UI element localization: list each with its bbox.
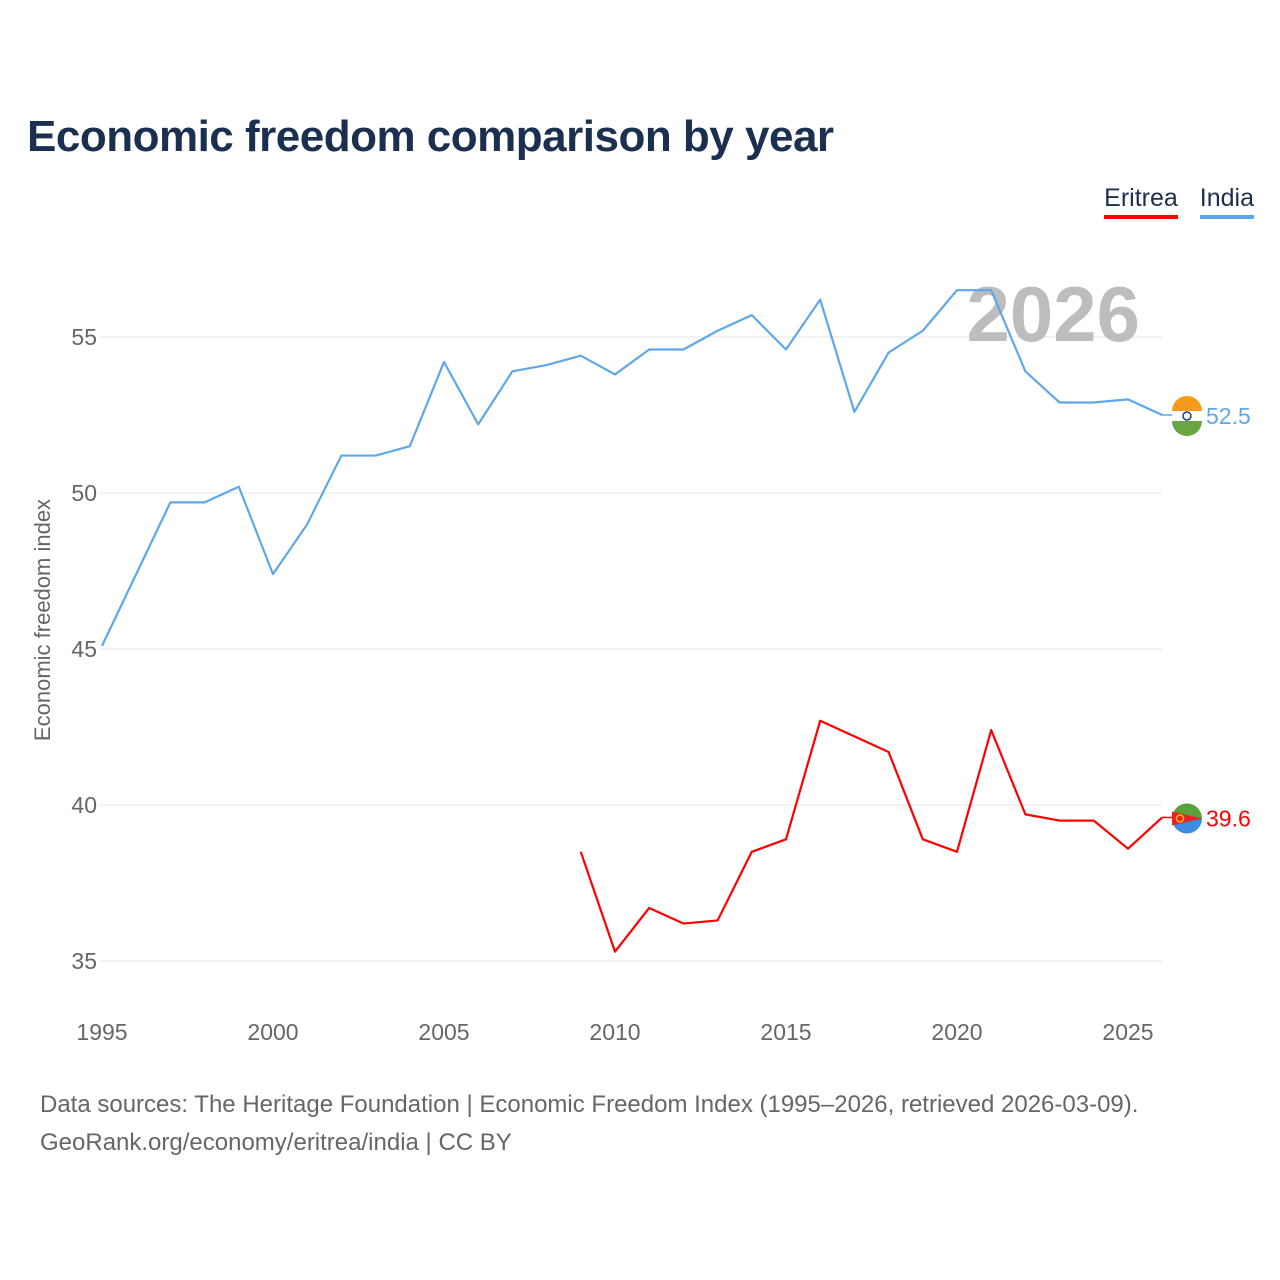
- source-text: Data sources: The Heritage Foundation | …: [40, 1091, 1139, 1118]
- series-line-eritrea: [579, 719, 1163, 953]
- y-tick-label: 50: [71, 480, 97, 506]
- chart-title: Economic freedom comparison by year: [27, 112, 834, 161]
- x-tick-label: 2005: [418, 1019, 469, 1045]
- footer: Data sources: The Heritage Foundation | …: [40, 1086, 1138, 1162]
- attribution-link[interactable]: GeoRank.org/economy/eritrea/india | CC B…: [40, 1129, 512, 1156]
- watermark-year: 2026: [966, 270, 1140, 358]
- flag-band: [1172, 396, 1202, 411]
- y-tick-label: 40: [71, 792, 97, 818]
- flag-chakra: [1182, 411, 1192, 421]
- y-tick-label: 45: [71, 636, 97, 662]
- y-tick-label: 35: [71, 948, 97, 974]
- end-value-label: 52.5: [1206, 403, 1251, 429]
- x-tick-label: 2020: [931, 1019, 982, 1045]
- y-axis-label: Economic freedom index: [30, 499, 55, 741]
- legend: Eritrea India: [1104, 184, 1254, 219]
- legend-eritrea[interactable]: Eritrea: [1104, 184, 1178, 219]
- x-tick-label: 2000: [247, 1019, 298, 1045]
- x-tick-label: 2010: [589, 1019, 640, 1045]
- flag-band: [1172, 421, 1202, 436]
- x-tick-label: 2025: [1102, 1019, 1153, 1045]
- flag-emblem: [1175, 814, 1185, 823]
- legend-india[interactable]: India: [1199, 184, 1254, 219]
- x-tick-label: 1995: [76, 1019, 127, 1045]
- x-tick-label: 2015: [760, 1019, 811, 1045]
- end-value-label: 39.6: [1206, 805, 1251, 831]
- series-line-india: [101, 289, 1163, 647]
- y-tick-label: 55: [71, 324, 97, 350]
